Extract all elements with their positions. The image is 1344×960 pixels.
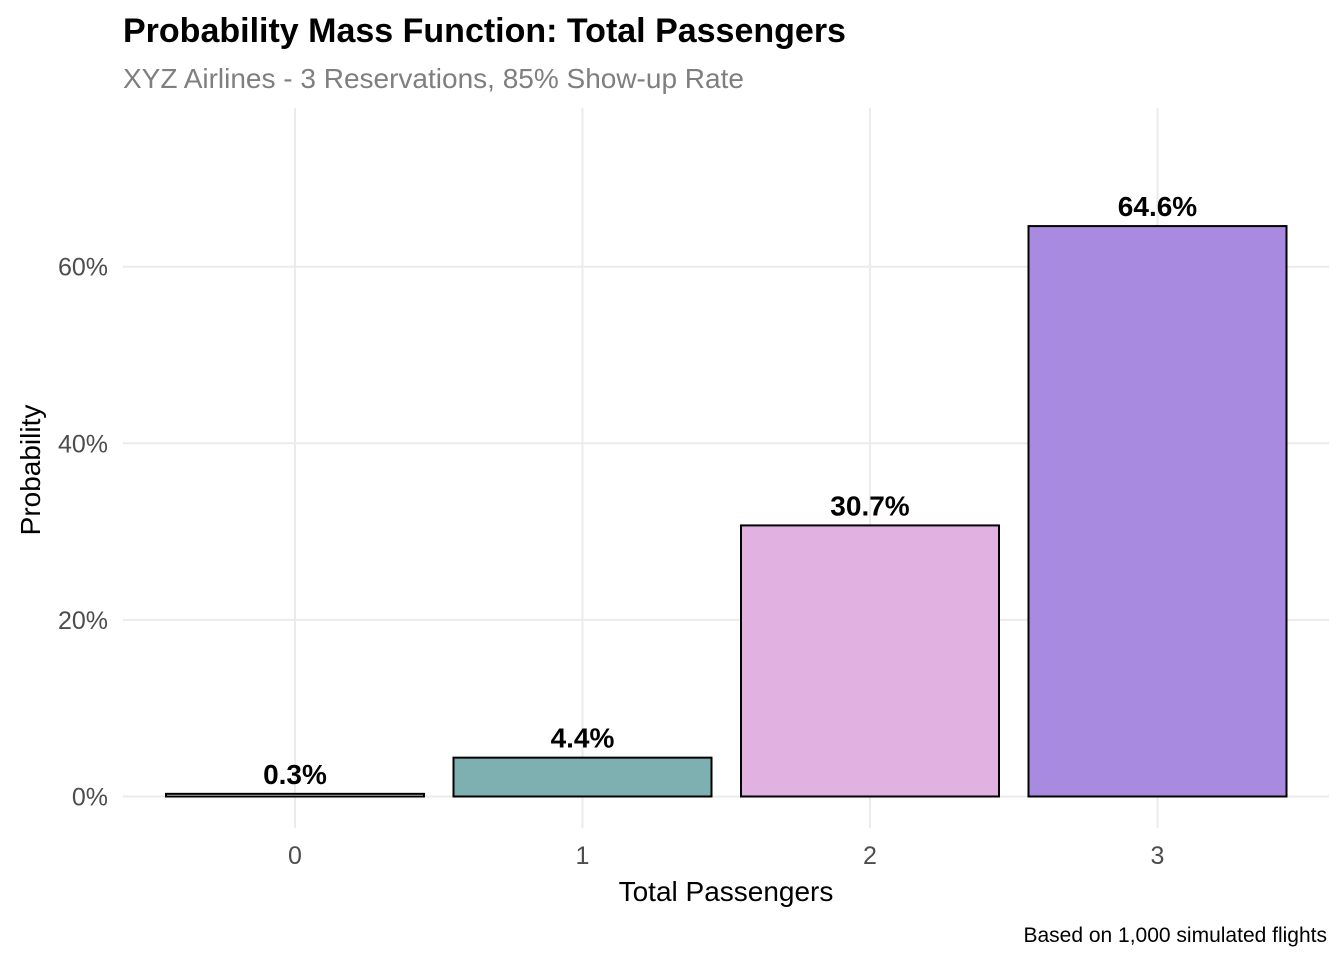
label-layer: 0.3% 4.4% 30.7% 64.6%: [263, 191, 1197, 790]
chart-subtitle: XYZ Airlines - 3 Reservations, 85% Show-…: [123, 63, 744, 94]
data-label-2: 30.7%: [830, 490, 909, 521]
y-tick-label: 20%: [58, 607, 108, 635]
data-label-3: 64.6%: [1118, 191, 1197, 222]
tick-layer: 0% 20% 40% 60% 0 1 2 3: [58, 254, 1165, 870]
bar-0: [165, 792, 425, 798]
chart-caption: Based on 1,000 simulated flights: [1023, 924, 1327, 947]
x-tick-label-3: 3: [1151, 842, 1165, 870]
bar-3: [1027, 225, 1288, 798]
y-tick-label: 60%: [58, 254, 108, 282]
bar-2: [740, 524, 1000, 798]
x-tick-label-0: 0: [288, 842, 302, 870]
y-tick-label: 40%: [58, 430, 108, 458]
y-tick-label: 0%: [72, 784, 108, 812]
bar-layer: [165, 225, 1288, 798]
chart-title: Probability Mass Function: Total Passeng…: [123, 12, 846, 50]
bar-1: [452, 756, 713, 798]
x-tick-label-1: 1: [576, 842, 590, 870]
x-axis-title: Total Passengers: [619, 876, 834, 907]
data-label-0: 0.3%: [263, 759, 327, 790]
x-tick-label-2: 2: [863, 842, 877, 870]
y-axis-title: Probability: [15, 405, 46, 536]
data-label-1: 4.4%: [551, 723, 615, 754]
